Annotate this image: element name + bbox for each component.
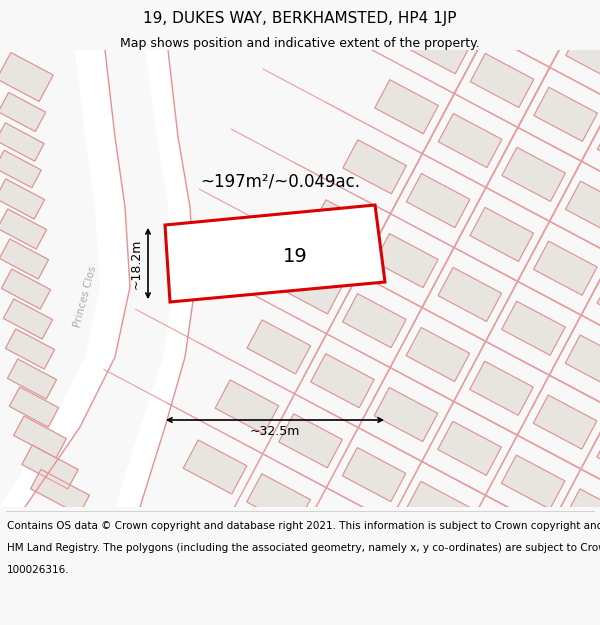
Polygon shape <box>533 241 597 295</box>
Polygon shape <box>1 269 50 309</box>
Polygon shape <box>247 320 311 374</box>
Text: Map shows position and indicative extent of the property.: Map shows position and indicative extent… <box>120 38 480 51</box>
Text: ~32.5m: ~32.5m <box>250 425 300 438</box>
Polygon shape <box>566 28 600 81</box>
Polygon shape <box>502 0 566 48</box>
Polygon shape <box>374 541 437 596</box>
Polygon shape <box>565 489 600 543</box>
Polygon shape <box>374 388 438 441</box>
Polygon shape <box>165 205 385 302</box>
Polygon shape <box>597 429 600 483</box>
Polygon shape <box>311 200 374 254</box>
Polygon shape <box>183 440 247 494</box>
Polygon shape <box>438 421 502 476</box>
Polygon shape <box>31 469 89 514</box>
Polygon shape <box>470 208 533 261</box>
Polygon shape <box>0 209 47 249</box>
Polygon shape <box>565 335 600 389</box>
Polygon shape <box>533 395 597 449</box>
Polygon shape <box>598 0 600 21</box>
Polygon shape <box>502 455 565 509</box>
Polygon shape <box>375 80 439 134</box>
Polygon shape <box>0 239 49 279</box>
Polygon shape <box>310 508 374 562</box>
Polygon shape <box>4 299 53 339</box>
Polygon shape <box>502 148 565 201</box>
Polygon shape <box>407 19 470 74</box>
Polygon shape <box>247 474 310 528</box>
Text: Princes Clos: Princes Clos <box>72 265 98 329</box>
Polygon shape <box>470 54 534 107</box>
Polygon shape <box>439 0 502 14</box>
Polygon shape <box>10 387 59 427</box>
Polygon shape <box>374 234 438 288</box>
Polygon shape <box>0 150 41 188</box>
Polygon shape <box>22 445 78 489</box>
Polygon shape <box>439 114 502 168</box>
Polygon shape <box>279 260 343 314</box>
Polygon shape <box>502 301 565 355</box>
Polygon shape <box>279 414 342 468</box>
Polygon shape <box>438 268 502 321</box>
Polygon shape <box>470 361 533 416</box>
Text: 19: 19 <box>283 248 307 266</box>
Polygon shape <box>598 121 600 175</box>
Polygon shape <box>565 181 600 235</box>
Polygon shape <box>0 123 44 161</box>
Polygon shape <box>0 52 53 101</box>
Polygon shape <box>0 50 130 507</box>
Polygon shape <box>406 174 470 228</box>
Polygon shape <box>597 275 600 329</box>
Polygon shape <box>5 329 55 369</box>
Text: Contains OS data © Crown copyright and database right 2021. This information is : Contains OS data © Crown copyright and d… <box>7 521 600 531</box>
Polygon shape <box>343 140 406 194</box>
Polygon shape <box>406 481 469 536</box>
Polygon shape <box>215 380 279 434</box>
Text: ~197m²/~0.049ac.: ~197m²/~0.049ac. <box>200 173 360 191</box>
Polygon shape <box>406 328 470 381</box>
Polygon shape <box>342 448 406 502</box>
Polygon shape <box>7 359 56 399</box>
Polygon shape <box>0 179 44 219</box>
Polygon shape <box>533 549 596 603</box>
Text: HM Land Registry. The polygons (including the associated geometry, namely x, y c: HM Land Registry. The polygons (includin… <box>7 543 600 553</box>
Text: ~18.2m: ~18.2m <box>130 238 143 289</box>
Polygon shape <box>14 416 67 458</box>
Polygon shape <box>501 609 565 625</box>
Polygon shape <box>343 294 406 348</box>
Polygon shape <box>311 354 374 408</box>
Polygon shape <box>115 50 195 507</box>
Polygon shape <box>0 92 46 132</box>
Polygon shape <box>534 88 598 141</box>
Text: 19, DUKES WAY, BERKHAMSTED, HP4 1JP: 19, DUKES WAY, BERKHAMSTED, HP4 1JP <box>143 11 457 26</box>
Text: 100026316.: 100026316. <box>7 565 70 575</box>
Polygon shape <box>437 575 501 625</box>
Polygon shape <box>469 515 533 569</box>
